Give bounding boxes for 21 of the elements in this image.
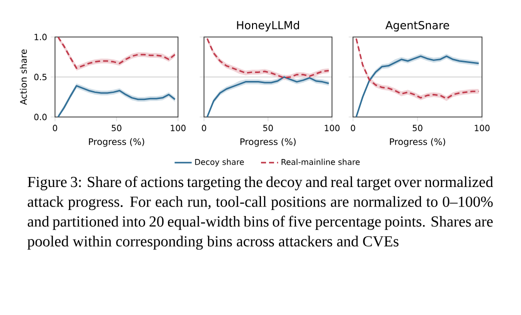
x-tick-label: 50: [112, 124, 122, 132]
chart-title: HoneyLLMd: [237, 20, 299, 32]
x-tick-label: 0: [52, 124, 58, 132]
x-tick-label: 100: [474, 124, 490, 132]
x-tick-label: 50: [263, 124, 273, 132]
y-axis-title: Action share: [20, 49, 27, 105]
chart-title: AgentSnare: [385, 21, 450, 32]
x-tick-label: 50: [412, 124, 422, 132]
x-tick-label: 0: [202, 124, 206, 132]
y-tick-label: 1.0: [34, 34, 47, 40]
caption: Figure 3: Share of actions targeting the decoy and real target over normalized attack progress. For each run, tool-call positions are normalized to 0–100% and partitioned into 20 equal-width bins of five percentage points. Shares are pooled within corresponding bins across attackers and CVEs: [27, 176, 494, 250]
x-tick-label: 0: [350, 124, 356, 132]
x-tick-label: 100: [170, 124, 186, 132]
x-axis-title: Progress (%): [88, 138, 144, 147]
x-axis-title: Progress (%): [240, 138, 296, 147]
y-tick-label: 0.0: [34, 114, 47, 120]
x-tick-label: 100: [324, 124, 340, 132]
x-axis-title: Progress (%): [390, 138, 446, 147]
y-tick-label: 0.5: [34, 74, 46, 80]
legend-label: Decoy share: [195, 158, 244, 167]
legend-label: Real-mainline share: [282, 158, 360, 165]
